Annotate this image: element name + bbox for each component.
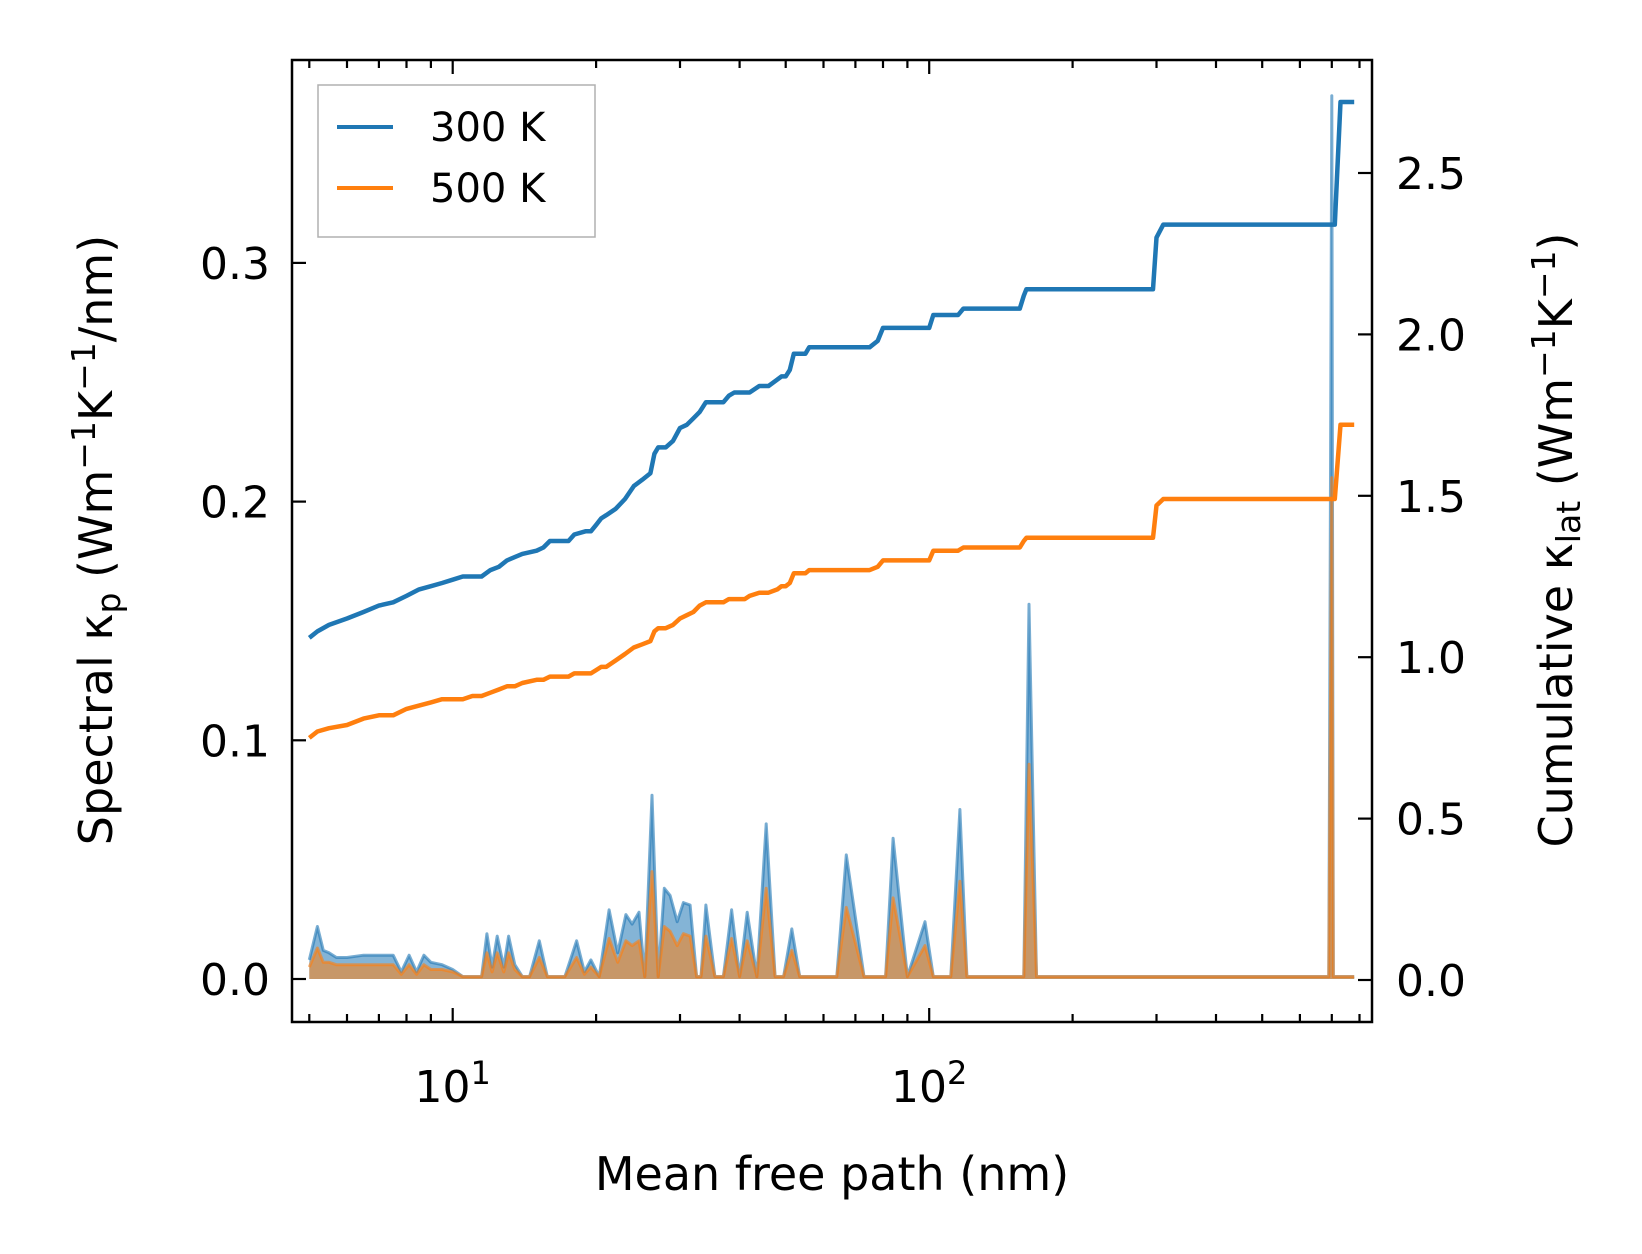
x-tick-label-base: 10 — [891, 1062, 947, 1113]
tick-marks — [292, 60, 1372, 1022]
left-ylabel-subscript: p — [89, 593, 128, 614]
right-y-tick-label: 2.0 — [1396, 310, 1466, 361]
right-ylabel-suffix: (Wm — [1529, 378, 1583, 501]
right-ylabel-end: ) — [1529, 233, 1583, 251]
right-ylabel-exp1: −1 — [1524, 329, 1563, 378]
left-y-tick-label: 0.3 — [200, 239, 270, 290]
300-k-cumulative-line — [307, 99, 1355, 640]
legend-label-500k: 500 K — [430, 166, 547, 212]
left-ylabel-prefix: Spectral κ — [69, 614, 123, 846]
left-ylabel-exp2: −1 — [64, 342, 103, 391]
left-y-tick-label: 0.2 — [200, 478, 270, 529]
left-ylabel-end: /nm) — [69, 235, 123, 342]
left-ylabel-exp1: −1 — [64, 421, 103, 470]
left-ylabel-mid: K — [69, 389, 123, 421]
right-y-tick-label: 1.5 — [1396, 472, 1466, 523]
x-tick-label-exponent: 1 — [471, 1054, 491, 1092]
legend-box — [317, 84, 596, 238]
legend-label-300k: 300 K — [430, 105, 547, 151]
right-y-axis-label: Cumulative κlat (Wm−1K−1) — [1524, 233, 1588, 848]
right-ylabel-exp2: −1 — [1524, 250, 1563, 299]
right-y-tick-label: 2.5 — [1396, 149, 1466, 200]
500-k-cumulative-line — [307, 422, 1355, 740]
left-y-axis-label: Spectral κp (Wm−1K−1/nm) — [64, 235, 128, 845]
x-tick-label-base: 10 — [415, 1062, 471, 1113]
x-tick-label: 102 — [891, 1054, 967, 1113]
legend: 300 K 500 K — [317, 84, 596, 238]
right-ylabel-subscript: lat — [1549, 501, 1588, 543]
x-tick-label: 101 — [415, 1054, 491, 1113]
left-y-tick-label: 0.0 — [200, 955, 270, 1006]
right-ylabel-prefix: Cumulative κ — [1529, 543, 1583, 847]
right-y-tick-label: 0.0 — [1396, 956, 1466, 1007]
left-y-tick-label: 0.1 — [200, 716, 270, 767]
right-y-tick-label: 0.5 — [1396, 795, 1466, 846]
right-ylabel-mid: K — [1529, 297, 1583, 329]
spectral-series-layer — [307, 94, 1355, 980]
plot-frame — [290, 58, 1374, 1024]
x-tick-label-exponent: 2 — [947, 1054, 967, 1092]
x-axis-label: Mean free path (nm) — [595, 1147, 1069, 1201]
right-y-tick-label: 1.0 — [1396, 633, 1466, 684]
left-ylabel-suffix: (Wm — [69, 470, 123, 593]
cumulative-series-layer — [307, 99, 1355, 740]
500-k-spectral-line — [307, 476, 1355, 979]
